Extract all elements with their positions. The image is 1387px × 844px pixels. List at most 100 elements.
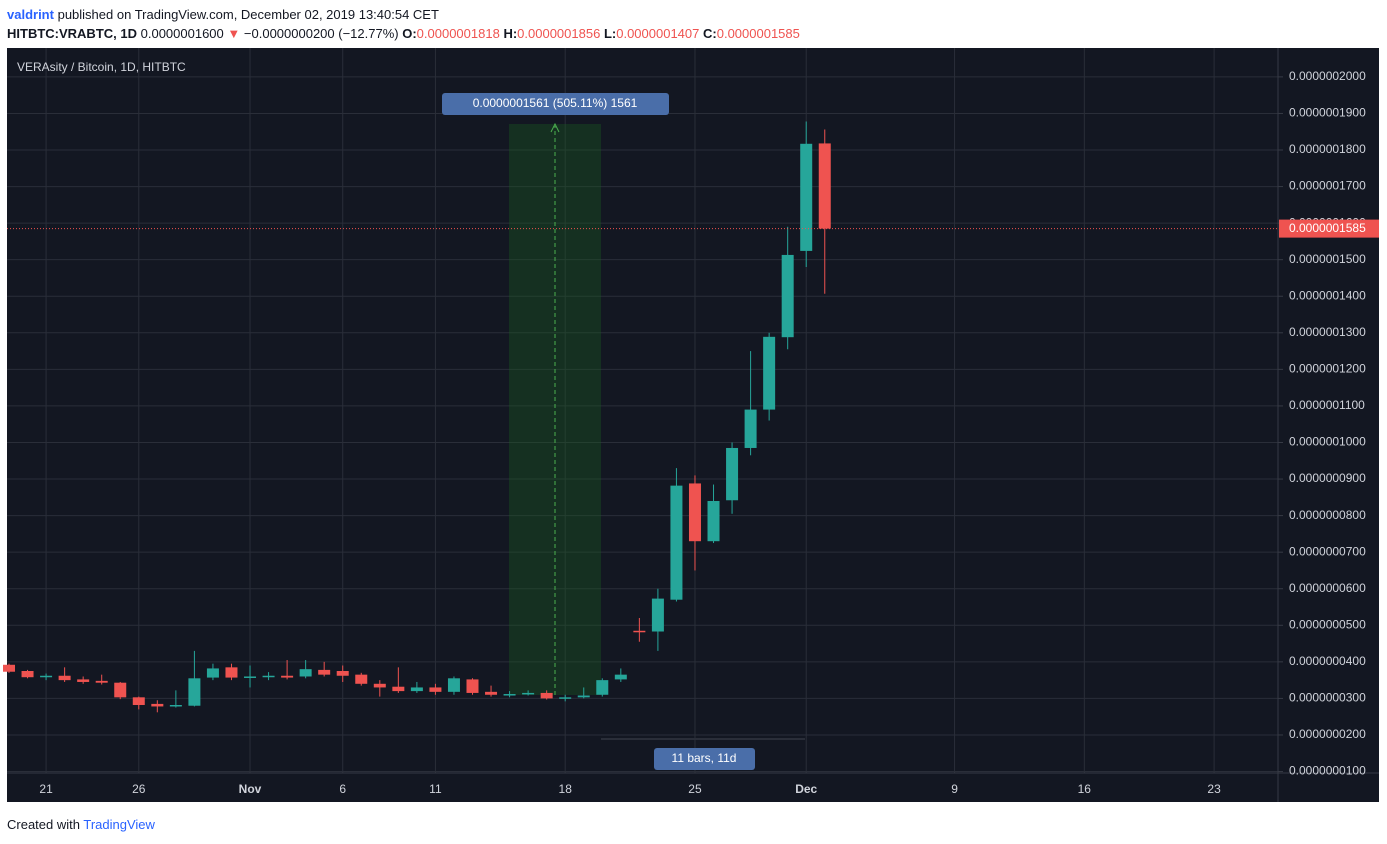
y-tick-label: 0.0000001300 (1289, 325, 1366, 339)
y-tick-label: 0.0000001200 (1289, 362, 1366, 376)
y-tick-label: 0.0000001000 (1289, 435, 1366, 449)
y-tick-label: 0.0000000800 (1289, 508, 1366, 522)
last-price-label: 0.0000001585 (1289, 221, 1366, 235)
x-tick-label: 11 (429, 782, 442, 796)
candle-body (169, 704, 182, 707)
candle-body (355, 674, 368, 684)
y-tick-label: 0.0000001700 (1289, 179, 1366, 193)
brand[interactable]: TradingView (83, 817, 155, 832)
y-tick-label: 0.0000000300 (1289, 691, 1366, 705)
x-tick-label: 25 (688, 782, 702, 796)
candle-body (503, 694, 516, 696)
c-label: C: (703, 26, 717, 41)
y-tick-label: 0.0000001800 (1289, 142, 1366, 156)
candle-body (95, 680, 108, 683)
c-value: 0.0000001585 (716, 26, 800, 41)
candle-body (522, 692, 535, 695)
candles (3, 121, 831, 713)
candle-body (577, 695, 590, 698)
y-tick-label: 0.0000001100 (1289, 398, 1365, 412)
candle-body (40, 675, 53, 678)
candle-body (800, 143, 813, 251)
created: Created with (7, 817, 80, 832)
l-value: 0.0000001407 (616, 26, 700, 41)
measure-bars-box (654, 748, 755, 770)
candle-body (225, 667, 238, 678)
y-tick-label: 0.0000001400 (1289, 288, 1366, 302)
candle-body (559, 697, 572, 699)
h-label: H: (503, 26, 518, 41)
candle-body (485, 691, 498, 695)
candle-body (633, 630, 646, 633)
measure-arrowhead (550, 122, 560, 133)
y-tick-label: 0.0000002000 (1289, 69, 1366, 83)
chart-background (7, 48, 1379, 802)
y-tick-label: 0.0000000600 (1289, 581, 1366, 595)
candle-body (336, 670, 349, 676)
x-tick-label: Dec (795, 782, 817, 796)
measure-price-label: 0.0000001561 (505.11%) 1561 (473, 96, 638, 110)
candle-body (410, 687, 423, 692)
x-tick-label: Nov (239, 782, 262, 796)
change: −0.0000000200 (−12.77%) (243, 26, 399, 41)
candle-body (188, 678, 201, 706)
candle-body (244, 676, 257, 678)
candle-body (707, 500, 720, 542)
candle-body (670, 485, 683, 600)
candle-body (818, 143, 831, 229)
symbol: HITBTC:VRABTC, 1D (7, 26, 137, 41)
header-ohlc: HITBTC:VRABTC, 1D 0.0000001600 ▼ −0.0000… (7, 26, 800, 41)
published: published on TradingView.com, December 0… (57, 7, 439, 22)
chart-title: VERAsity / Bitcoin, 1D, HITBTC (17, 60, 186, 74)
candle-body (318, 669, 331, 675)
last: 0.0000001600 (140, 26, 224, 41)
y-tick-label: 0.0000000700 (1289, 544, 1366, 558)
y-tick-label: 0.0000000100 (1289, 764, 1366, 778)
candle-body (726, 447, 739, 501)
candle-body (392, 686, 405, 692)
o-value: 0.0000001818 (416, 26, 500, 41)
measure-area (509, 124, 601, 695)
candle-body (132, 697, 145, 705)
candle-body (58, 675, 71, 681)
candle-body (77, 679, 90, 682)
user[interactable]: valdrint (7, 7, 54, 22)
candle-body (21, 670, 34, 678)
footer: Created with TradingView (7, 817, 155, 832)
candle-body (151, 703, 164, 707)
o-label: O: (402, 26, 417, 41)
candle-body (763, 336, 776, 410)
x-tick-label: 23 (1207, 782, 1221, 796)
y-tick-label: 0.0000000200 (1289, 727, 1366, 741)
candle-body (114, 682, 127, 698)
x-tick-label: 16 (1078, 782, 1092, 796)
x-tick-label: 18 (559, 782, 573, 796)
candle-body (447, 678, 460, 692)
candle-body (744, 409, 757, 448)
candle-body (3, 664, 15, 672)
candle-body (540, 692, 553, 699)
measure-bars-label: 11 bars, 11d (672, 751, 737, 765)
candle-body (281, 675, 294, 678)
y-tick-label: 0.0000001900 (1289, 106, 1366, 120)
candle-body (614, 674, 627, 680)
header-line: valdrint published on TradingView.com, D… (7, 7, 439, 22)
candle-body (781, 254, 794, 338)
candle-body (262, 675, 275, 678)
x-tick-label: 21 (39, 782, 53, 796)
candle-body (299, 669, 312, 677)
candle-body (373, 683, 386, 688)
candle-body (206, 668, 219, 678)
candle-body (429, 687, 442, 692)
candle-body (688, 483, 701, 542)
y-tick-label: 0.0000000400 (1289, 654, 1366, 668)
y-tick-label: 0.0000000900 (1289, 471, 1366, 485)
y-tick-label: 0.0000001500 (1289, 252, 1366, 266)
y-tick-label: 0.0000000500 (1289, 617, 1366, 631)
x-tick-label: 6 (339, 782, 346, 796)
candle-body (596, 680, 609, 695)
candle-body (466, 679, 479, 693)
l-label: L: (603, 26, 617, 41)
